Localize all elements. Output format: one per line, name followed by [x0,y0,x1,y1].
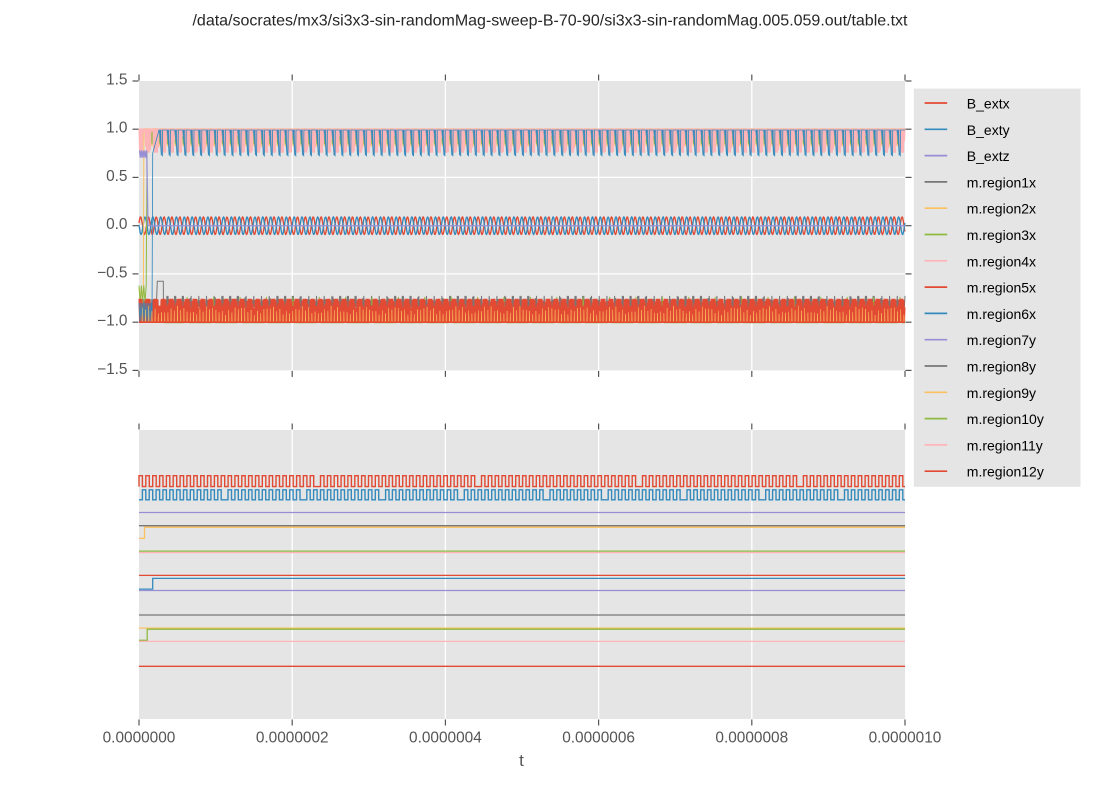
svg-text:m.region6x: m.region6x [967,306,1036,322]
svg-text:m.region1x: m.region1x [967,174,1036,190]
svg-text:m.region3x: m.region3x [967,227,1036,243]
svg-text:m.region7y: m.region7y [967,332,1036,348]
svg-text:/data/socrates/mx3/si3x3-sin-r: /data/socrates/mx3/si3x3-sin-randomMag-s… [192,13,908,30]
svg-text:m.region8y: m.region8y [967,359,1036,375]
svg-text:m.region4x: m.region4x [967,253,1036,269]
svg-text:0.5: 0.5 [106,168,127,185]
svg-text:−1.5: −1.5 [97,361,127,378]
svg-text:m.region9y: m.region9y [967,385,1036,401]
svg-text:1.0: 1.0 [106,120,127,137]
svg-text:m.region5x: m.region5x [967,280,1036,296]
svg-text:m.region12y: m.region12y [967,464,1044,480]
svg-text:m.region2x: m.region2x [967,201,1036,217]
svg-text:B_exty: B_exty [967,122,1010,138]
svg-text:1.5: 1.5 [106,72,127,89]
svg-text:t: t [519,751,524,770]
svg-text:B_extz: B_extz [967,148,1010,164]
svg-text:−1.0: −1.0 [97,313,127,330]
svg-text:0.0000000: 0.0000000 [103,729,176,746]
svg-text:−0.5: −0.5 [97,264,127,281]
svg-text:m.region11y: m.region11y [967,437,1043,453]
svg-text:B_extx: B_extx [967,96,1010,112]
svg-text:0.0000010: 0.0000010 [869,729,942,746]
svg-text:0.0000006: 0.0000006 [562,729,635,746]
svg-text:0.0000002: 0.0000002 [256,729,329,746]
svg-text:0.0000008: 0.0000008 [715,729,788,746]
svg-text:m.region10y: m.region10y [967,411,1044,427]
svg-text:0.0: 0.0 [106,216,127,233]
svg-text:0.0000004: 0.0000004 [409,729,482,746]
